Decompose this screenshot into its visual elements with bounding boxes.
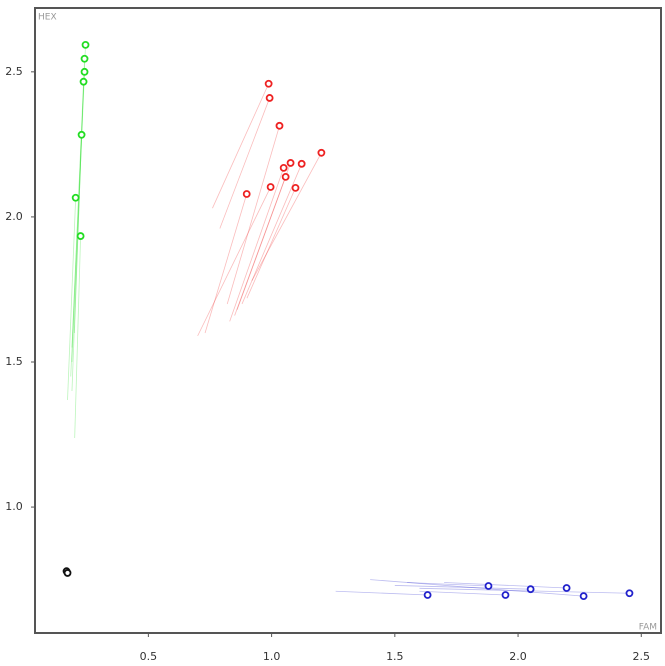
trail — [74, 236, 81, 439]
trail — [229, 167, 285, 322]
point — [79, 77, 88, 86]
point — [76, 232, 85, 240]
x-tick-label: 1.0 — [263, 650, 281, 663]
point — [423, 591, 432, 599]
point — [265, 94, 274, 102]
trail — [234, 162, 291, 316]
x-tick-label: 1.5 — [386, 650, 404, 663]
trail — [394, 585, 531, 590]
point — [526, 585, 535, 594]
point — [81, 40, 90, 49]
y-tick-label: 1.0 — [5, 500, 23, 513]
point — [80, 67, 89, 76]
trail — [407, 582, 489, 587]
x-tick-label: 2.5 — [633, 650, 651, 663]
x-tick-label: 0.5 — [140, 650, 158, 663]
x-tick-label: 2.0 — [509, 650, 527, 663]
point — [625, 589, 634, 598]
trail — [219, 97, 271, 229]
trail — [70, 44, 86, 377]
point — [579, 592, 588, 601]
trail — [246, 187, 296, 299]
point — [266, 183, 275, 191]
trail — [71, 81, 84, 348]
point — [281, 172, 290, 181]
point — [77, 130, 86, 139]
trail — [204, 193, 248, 334]
trail — [335, 590, 428, 596]
point — [291, 183, 300, 192]
trail — [212, 83, 270, 209]
trail — [197, 186, 271, 337]
trail — [419, 587, 630, 594]
point — [279, 163, 288, 172]
trail — [236, 176, 287, 310]
trail — [444, 582, 567, 589]
trail — [226, 125, 280, 305]
point — [562, 584, 571, 592]
plot-frame — [34, 7, 662, 634]
point — [71, 193, 80, 202]
y-tick-label: 2.5 — [5, 65, 23, 78]
trail — [71, 71, 85, 363]
y-tick-label: 2.0 — [5, 210, 23, 223]
point — [297, 159, 306, 168]
x-axis-label: FAM — [639, 623, 657, 633]
point — [484, 582, 493, 590]
point — [63, 569, 72, 577]
trail — [67, 197, 77, 401]
trail — [251, 152, 322, 281]
point — [317, 148, 326, 157]
point — [264, 79, 273, 88]
y-axis-label: HEX — [38, 13, 57, 23]
trail — [71, 58, 85, 392]
trail — [370, 579, 584, 597]
point — [80, 54, 89, 63]
trail — [419, 590, 506, 596]
point — [501, 591, 510, 599]
point — [286, 159, 295, 167]
point — [275, 121, 284, 130]
y-tick-label: 1.5 — [5, 355, 23, 368]
point — [242, 190, 251, 198]
